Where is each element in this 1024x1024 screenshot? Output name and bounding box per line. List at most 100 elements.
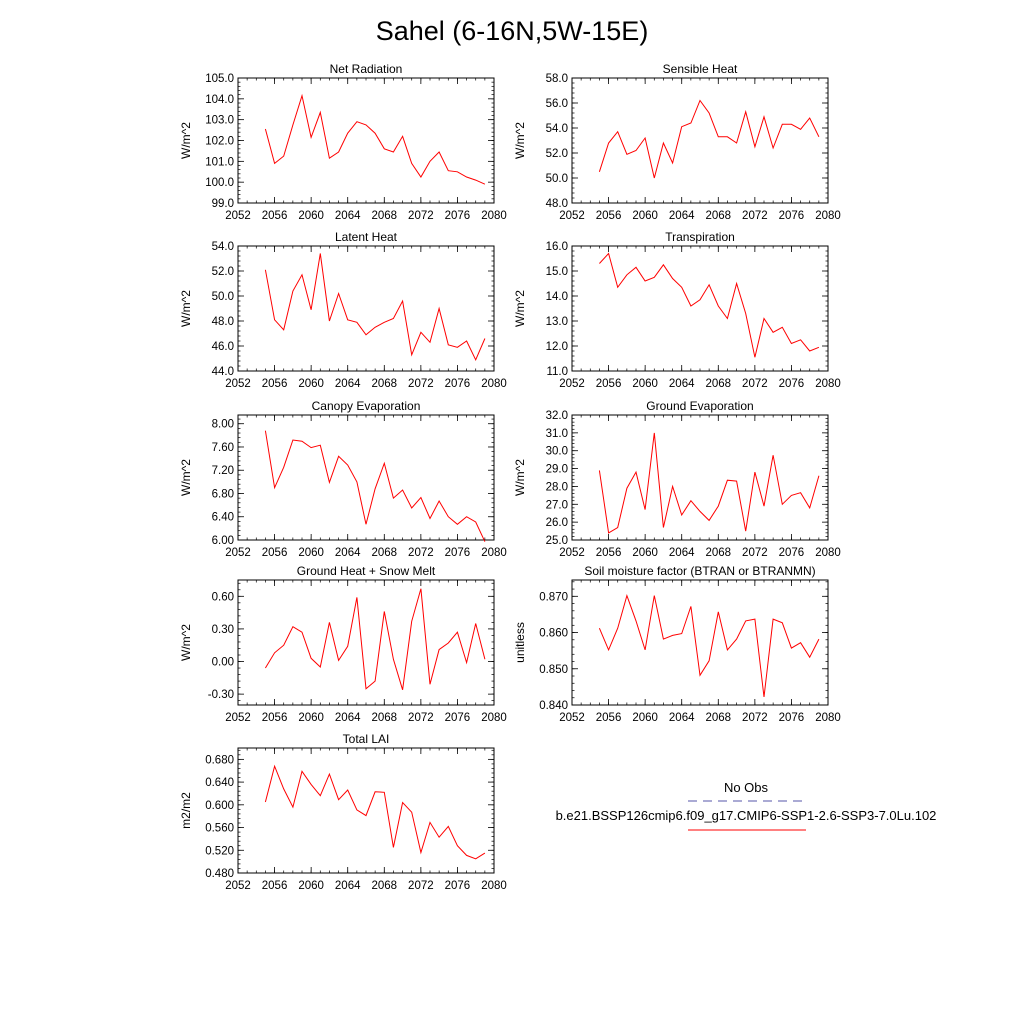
x-tick-label: 2068 (371, 378, 397, 390)
y-tick-label: 6.00 (212, 535, 234, 547)
x-tick-label: 2068 (705, 210, 731, 222)
panel-canopy-evaporation: Canopy Evaporation 2052 2056 2060 2064 2068 20… (179, 399, 507, 559)
x-tick-label: 2064 (669, 547, 695, 559)
y-tick-label: 0.640 (205, 777, 234, 789)
x-tick-label: 2064 (669, 210, 695, 222)
x-tick-label: 2080 (815, 547, 841, 559)
x-tick-label: 2064 (335, 547, 361, 559)
series-line (264, 93, 486, 185)
x-tick-label: 2076 (779, 378, 805, 390)
x-tick-label: 2056 (596, 378, 622, 390)
plot-frame (237, 747, 495, 874)
x-tick-label: 2076 (445, 880, 471, 892)
panel-net-radiation: Net Radiation 2052 2056 2060 2064 2068 2072 207… (179, 62, 507, 222)
x-tick-label: 2072 (408, 210, 434, 222)
x-tick-label: 2072 (742, 712, 768, 724)
x-tick-label: 2060 (632, 547, 658, 559)
y-tick-label: 28.0 (546, 481, 568, 493)
series-line (264, 253, 486, 362)
y-tick-label: 15.0 (546, 266, 568, 278)
series-line (264, 430, 486, 542)
y-axis-label: W/m^2 (179, 122, 193, 159)
x-tick-label: 2060 (298, 210, 324, 222)
y-tick-label: 56.0 (546, 98, 568, 110)
plot-frame (571, 414, 829, 541)
series-line (264, 764, 486, 860)
plot-frame (237, 245, 495, 372)
legend: No Obs b.e21.BSSP126cmip6.f09_g17.CMIP6-… (556, 780, 937, 831)
x-tick-label: 2056 (262, 547, 288, 559)
x-tick-label: 2060 (298, 712, 324, 724)
series-line (264, 588, 486, 690)
y-tick-label: 14.0 (546, 291, 568, 303)
y-axis-label: W/m^2 (179, 459, 193, 496)
y-tick-label: 0.480 (205, 868, 234, 880)
series-line (598, 99, 820, 179)
x-tick-label: 2072 (408, 378, 434, 390)
series-line (598, 593, 820, 698)
x-tick-label: 2080 (481, 210, 507, 222)
figure-title: Sahel (6-16N,5W-15E) (376, 16, 649, 46)
x-tick-label: 2080 (815, 210, 841, 222)
y-tick-label: 27.0 (546, 499, 568, 511)
y-tick-label: 7.60 (212, 442, 234, 454)
x-tick-label: 2068 (371, 880, 397, 892)
x-tick-label: 2068 (705, 378, 731, 390)
x-tick-label: 2076 (445, 547, 471, 559)
x-tick-label: 2060 (298, 880, 324, 892)
x-tick-label: 2072 (408, 712, 434, 724)
x-tick-label: 2064 (335, 712, 361, 724)
x-tick-label: 2068 (705, 712, 731, 724)
x-tick-label: 2064 (335, 378, 361, 390)
y-tick-label: 0.520 (205, 845, 234, 857)
panel-transpiration: Transpiration 2052 2056 2060 2064 2068 2072 207… (513, 230, 841, 390)
y-tick-label: 0.870 (539, 591, 568, 603)
x-tick-label: 2080 (815, 712, 841, 724)
y-tick-label: 0.00 (212, 657, 234, 669)
x-tick-label: 2076 (445, 712, 471, 724)
legend-model-label: b.e21.BSSP126cmip6.f09_g17.CMIP6-SSP1-2.… (556, 808, 937, 823)
x-tick-label: 2072 (742, 378, 768, 390)
x-tick-label: 2072 (742, 547, 768, 559)
y-tick-label: 6.40 (212, 512, 234, 524)
panel-title: Canopy Evaporation (312, 399, 421, 413)
y-tick-label: 105.0 (205, 73, 234, 85)
y-tick-label: 11.0 (546, 366, 568, 378)
panel-title: Total LAI (343, 732, 390, 746)
y-tick-label: -0.30 (208, 689, 234, 701)
legend-obs-label: No Obs (724, 780, 769, 795)
panel-ground-heat-snow-melt: Ground Heat + Snow Melt 2052 2056 2060 2064 2… (179, 564, 507, 724)
y-tick-label: 8.00 (212, 419, 234, 431)
y-tick-label: 48.0 (546, 198, 568, 210)
x-tick-label: 2056 (262, 712, 288, 724)
y-tick-label: 25.0 (546, 535, 568, 547)
panels-group: Net Radiation 2052 2056 2060 2064 2068 2072 207… (179, 62, 841, 892)
y-axis-label: W/m^2 (513, 459, 527, 496)
y-tick-label: 12.0 (546, 341, 568, 353)
x-tick-label: 2052 (559, 210, 585, 222)
panel-title: Transpiration (665, 230, 735, 244)
y-tick-label: 50.0 (546, 173, 568, 185)
y-tick-label: 99.0 (212, 198, 234, 210)
y-tick-label: 7.20 (212, 465, 234, 477)
y-tick-label: 48.0 (212, 316, 234, 328)
panel-title: Soil moisture factor (BTRAN or BTRANMN) (584, 564, 815, 578)
panel-soil-moisture-factor-btran-or-btranmn: Soil moisture factor (BTRAN or BTRANMN) 2… (513, 564, 841, 724)
y-tick-label: 0.840 (539, 700, 568, 712)
x-tick-label: 2072 (742, 210, 768, 222)
x-tick-label: 2064 (669, 378, 695, 390)
plot-frame (237, 414, 495, 541)
x-tick-label: 2072 (408, 547, 434, 559)
x-tick-label: 2064 (335, 880, 361, 892)
x-tick-label: 2080 (481, 712, 507, 724)
panel-title: Sensible Heat (663, 62, 738, 76)
y-tick-label: 101.0 (205, 156, 234, 168)
y-tick-label: 0.560 (205, 823, 234, 835)
x-tick-label: 2056 (262, 378, 288, 390)
x-tick-label: 2056 (596, 547, 622, 559)
x-tick-label: 2068 (371, 547, 397, 559)
y-tick-label: 31.0 (546, 428, 568, 440)
x-tick-label: 2068 (371, 210, 397, 222)
y-tick-label: 30.0 (546, 446, 568, 458)
x-tick-label: 2052 (225, 712, 251, 724)
